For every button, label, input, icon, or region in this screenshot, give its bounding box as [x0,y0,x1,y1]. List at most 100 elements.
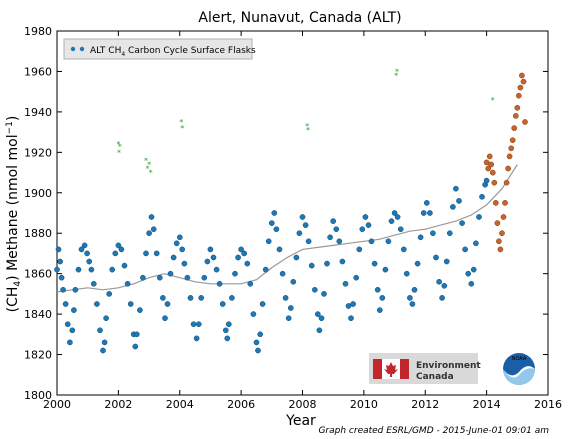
flask-point [456,198,462,204]
noaa-wave-shade [503,368,535,385]
flask-point [296,230,303,237]
preliminary-point [488,161,495,168]
flask-point [60,286,66,293]
preliminary-point [483,159,490,166]
flask-point [407,295,413,301]
flask-point [271,210,278,216]
flask-point [62,301,69,307]
flask-point [225,321,232,328]
noaa-label: NOAA [512,356,527,362]
flask-point [86,258,93,265]
flask-point [195,321,202,328]
flask-point [241,250,248,257]
flask-point [321,291,327,297]
flask-point [302,222,309,228]
flask-point [279,270,286,277]
flask-point [112,250,119,257]
credit-line: Graph created ESRL/GMD - 2015-June-01 09… [318,426,549,436]
flask-point [247,280,254,287]
flask-point [121,262,128,269]
flagged-point: * [146,165,150,174]
preliminary-point [515,92,522,99]
flask-point [388,218,395,224]
preliminary-point [492,200,499,206]
flask-point [127,301,134,307]
x-tick-label: 2000 [43,398,71,411]
preliminary-point [519,72,525,79]
y-tick-label: 1820 [24,349,52,362]
flagged-point: * [147,160,151,169]
preliminary-point [520,78,527,85]
flask-point [160,295,166,301]
flask-point [446,230,453,237]
trend-line [56,164,518,293]
flask-point [250,311,257,317]
x-axis-title: Year [285,413,316,429]
preliminary-point [509,137,516,144]
flask-point [262,266,269,273]
flask-point [181,260,188,267]
legend-box [63,38,253,60]
flagged-point: * [491,96,495,105]
flagged-point: * [117,148,121,157]
flask-point [224,335,231,342]
y-axis-title: (CH4) Methane (nmol mol−1) [5,116,23,313]
flask-point [101,339,108,346]
flask-point [327,234,333,241]
flask-point [210,254,217,261]
preliminary-point [502,200,508,206]
flask-point [314,311,321,317]
flask-point [213,266,220,273]
flask-point [290,278,297,285]
flask-point [184,274,191,281]
flask-point [64,321,71,328]
preliminary-point [497,246,504,253]
x-tick-label: 2006 [227,398,255,411]
preliminary-point [499,230,505,237]
flask-point [137,307,143,313]
flagged-point: * [394,71,398,80]
flask-point [430,230,436,237]
y-tick-label: 1980 [24,25,52,38]
preliminary-point [522,119,528,125]
flask-point [179,246,186,253]
legend-marker [70,46,76,52]
preliminary-point [505,165,511,172]
flask-point [397,226,404,233]
flask-point [453,185,459,192]
preliminary-point [489,169,496,176]
flask-point [443,258,450,265]
flask-point [293,254,300,261]
flask-point [69,327,76,334]
flask-point [72,286,79,293]
flagged-point: * [149,169,153,178]
flask-point [450,204,456,210]
flask-point [483,177,490,184]
flask-point [324,260,330,267]
flask-point [94,301,100,307]
flask-point [287,305,294,311]
flask-point [204,258,211,265]
flask-point [198,295,205,301]
y-tick-label: 1900 [24,187,52,200]
preliminary-point [500,214,507,220]
flask-point [333,226,340,233]
flask-point [71,307,77,313]
flask-point [282,295,289,301]
flask-point [348,315,354,322]
flask-point [259,301,266,307]
flask-point [409,301,416,307]
flagged-point: * [118,142,122,151]
flask-point [479,193,485,200]
flask-point [439,295,445,301]
flask-point [423,200,430,206]
flask-point [78,246,85,253]
x-tick-label: 2014 [473,398,501,411]
x-tick-label: 2010 [350,398,378,411]
flask-point [162,315,168,322]
flask-point [255,347,261,354]
flask-point [365,222,372,228]
y-tick-label: 1960 [24,65,52,78]
flask-point [253,339,260,346]
flask-point [400,246,407,253]
